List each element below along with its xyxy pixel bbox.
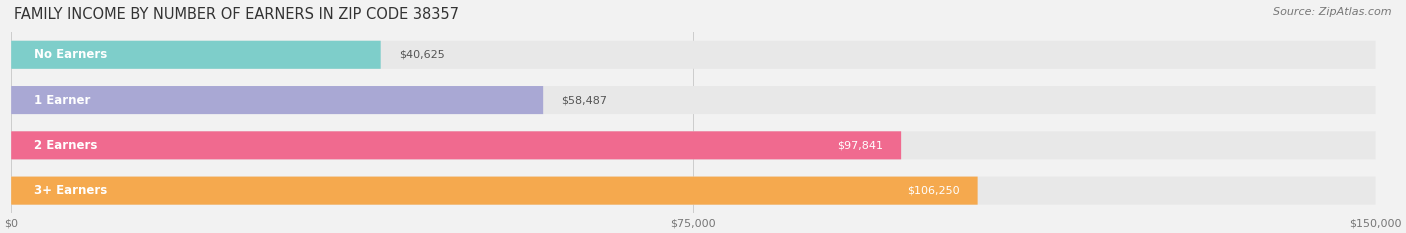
Text: 2 Earners: 2 Earners: [34, 139, 97, 152]
Text: 3+ Earners: 3+ Earners: [34, 184, 107, 197]
Text: Source: ZipAtlas.com: Source: ZipAtlas.com: [1274, 7, 1392, 17]
Text: $40,625: $40,625: [399, 50, 444, 60]
Text: $106,250: $106,250: [907, 186, 959, 196]
FancyBboxPatch shape: [11, 86, 543, 114]
FancyBboxPatch shape: [11, 177, 977, 205]
Text: No Earners: No Earners: [34, 48, 107, 61]
Text: FAMILY INCOME BY NUMBER OF EARNERS IN ZIP CODE 38357: FAMILY INCOME BY NUMBER OF EARNERS IN ZI…: [14, 7, 460, 22]
FancyBboxPatch shape: [11, 41, 381, 69]
FancyBboxPatch shape: [11, 177, 1375, 205]
FancyBboxPatch shape: [11, 41, 1375, 69]
Text: $58,487: $58,487: [561, 95, 607, 105]
FancyBboxPatch shape: [11, 86, 1375, 114]
Text: 1 Earner: 1 Earner: [34, 94, 90, 106]
FancyBboxPatch shape: [11, 131, 1375, 159]
FancyBboxPatch shape: [11, 131, 901, 159]
Text: $97,841: $97,841: [837, 140, 883, 150]
